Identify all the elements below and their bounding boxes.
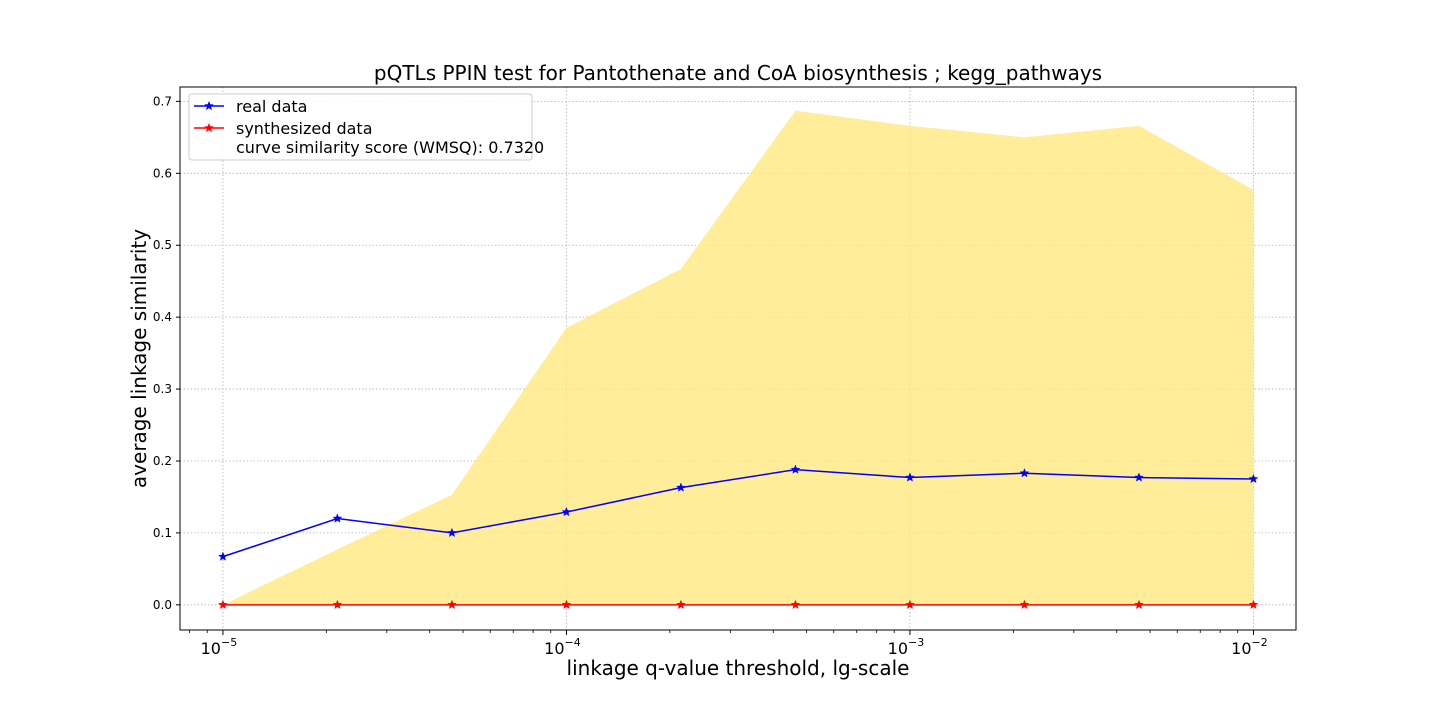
data-point: [332, 513, 343, 523]
data-point: [1248, 599, 1259, 610]
data-point: [446, 527, 457, 538]
legend-box: [188, 93, 533, 161]
legend-marker: [204, 122, 214, 133]
legend-item: real data: [194, 97, 307, 116]
ticks: 0.0 0.1 0.2 0.3 0.4 0.5 0.6 0.7 10−5 10−4 10−3 10−2: [153, 94, 1268, 658]
legend-label: synthesized data: [236, 119, 373, 138]
plot-frame: [179, 86, 1297, 631]
y-tick-label: 0.5: [153, 238, 172, 252]
data-point: [561, 506, 572, 517]
y-tick-label: 0.7: [153, 94, 172, 108]
y-tick-label: 0.4: [153, 310, 172, 324]
data-point: [904, 599, 915, 610]
data-point: [675, 482, 686, 492]
series-real-data: [217, 464, 1259, 561]
series-line: [222, 468, 1254, 558]
x-tick-label: 10−5: [201, 636, 238, 658]
legend-item: synthesized data: [194, 119, 373, 138]
data-point: [904, 472, 915, 482]
series-lines: [217, 464, 1259, 610]
x-axis-label: linkage q-value threshold, lg-scale: [567, 656, 910, 680]
y-tick-label: 0.1: [153, 526, 172, 540]
data-point: [446, 599, 457, 610]
y-tick-label: 0.2: [153, 454, 172, 468]
legend-label: real data: [236, 97, 307, 116]
data-point: [1133, 472, 1144, 482]
x-tick-label: 10−4: [544, 636, 581, 658]
data-point: [217, 599, 228, 610]
chart-title: pQTLs PPIN test for Pantothenate and CoA…: [374, 61, 1102, 85]
y-tick-label: 0.3: [153, 382, 172, 396]
data-point: [675, 599, 686, 610]
y-tick-label: 0.0: [153, 598, 172, 612]
band-area: [222, 110, 1254, 605]
confidence-band: [222, 110, 1254, 605]
legend-items: real data synthesized data: [194, 97, 373, 138]
series-synthesized-data: [217, 599, 1259, 610]
data-point: [790, 599, 801, 610]
legend-marker: [204, 100, 214, 111]
legend-note: curve similarity score (WMSQ): 0.7320: [236, 138, 544, 157]
data-point: [1133, 599, 1144, 610]
y-tick-label: 0.6: [153, 166, 172, 180]
data-point: [1248, 473, 1259, 484]
data-point: [217, 551, 228, 561]
data-point: [1019, 467, 1030, 478]
x-tick-label: 10−2: [1231, 636, 1268, 658]
legend: real data synthesized data curve similari…: [188, 93, 544, 161]
data-point: [790, 464, 801, 474]
data-point: [1019, 599, 1030, 610]
x-tick-label: 10−3: [888, 636, 925, 658]
data-point: [332, 599, 343, 610]
y-axis-label: average linkage similarity: [127, 229, 151, 488]
data-point: [561, 599, 572, 610]
